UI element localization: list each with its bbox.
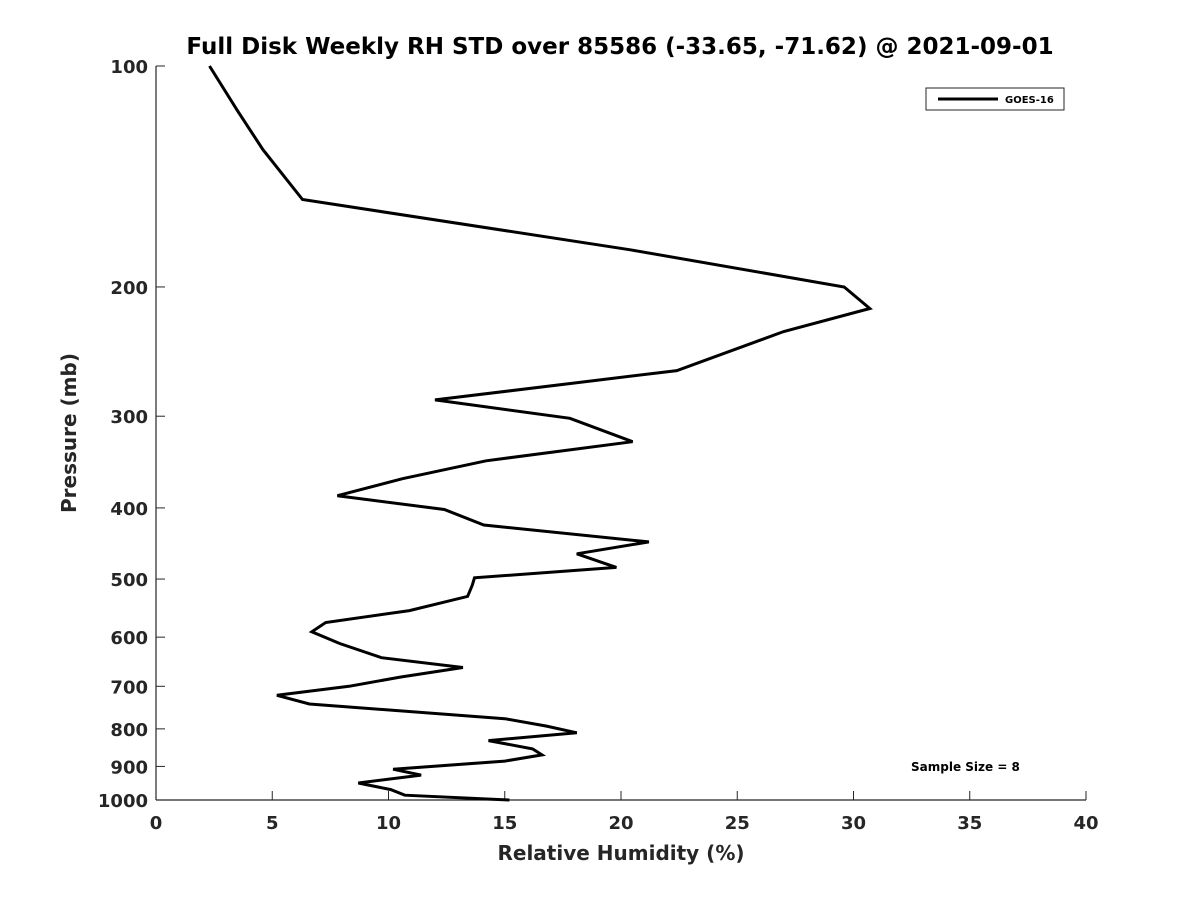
- y-axis-ticks: 100 200 300 400 500 600 700 800 900 1000: [98, 57, 165, 812]
- x-tick-label: 10: [376, 813, 401, 834]
- x-tick-label: 0: [150, 813, 163, 834]
- x-axis-label: Relative Humidity (%): [497, 841, 744, 865]
- x-tick-label: 25: [725, 813, 750, 834]
- chart-title: Full Disk Weekly RH STD over 85586 (-33.…: [186, 34, 1053, 60]
- series-layer: [208, 65, 873, 802]
- x-tick-label: 40: [1073, 813, 1098, 834]
- x-tick-label: 15: [492, 813, 517, 834]
- plot-area-frame: [156, 66, 1086, 800]
- sample-size-annotation: Sample Size = 8: [911, 760, 1020, 774]
- y-tick-label: 500: [110, 570, 148, 591]
- y-tick-label: 700: [110, 677, 148, 698]
- x-tick-label: 5: [266, 813, 279, 834]
- y-tick-label: 800: [110, 720, 148, 741]
- y-axis-label: Pressure (mb): [57, 353, 81, 513]
- y-tick-label: 400: [110, 499, 148, 520]
- series-line-goes-16: [208, 65, 873, 802]
- y-tick-label: 600: [110, 628, 148, 649]
- x-tick-label: 35: [957, 813, 982, 834]
- x-tick-label: 20: [608, 813, 633, 834]
- y-tick-label: 300: [110, 407, 148, 428]
- y-tick-label: 200: [110, 278, 148, 299]
- y-tick-label: 900: [110, 757, 148, 778]
- y-tick-label: 100: [110, 57, 148, 78]
- y-tick-label: 1000: [98, 791, 148, 812]
- legend: GOES-16: [925, 87, 1065, 111]
- x-axis-ticks: 0 5 10 15 20 25 30 35 40: [150, 791, 1099, 834]
- legend-label-goes16: GOES-16: [1005, 95, 1054, 106]
- x-tick-label: 30: [841, 813, 866, 834]
